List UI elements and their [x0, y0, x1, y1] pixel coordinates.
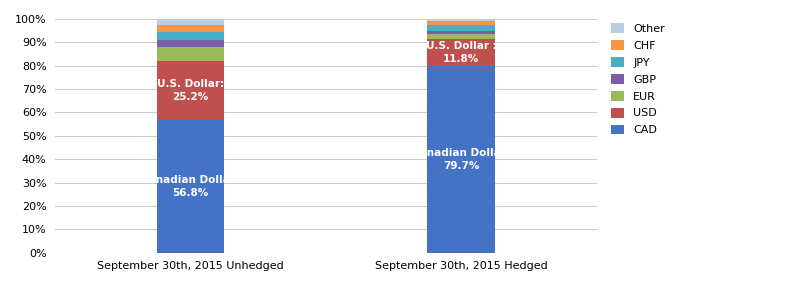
- Text: Canadian Dollar:
56.8%: Canadian Dollar: 56.8%: [142, 175, 239, 198]
- Bar: [427, 66, 495, 253]
- Bar: [157, 40, 224, 47]
- Bar: [157, 47, 224, 61]
- Bar: [427, 21, 495, 25]
- Text: U.S. Dollar :
11.8%: U.S. Dollar : 11.8%: [426, 41, 497, 64]
- Bar: [427, 19, 495, 21]
- Bar: [427, 31, 495, 34]
- Bar: [427, 25, 495, 31]
- Text: Canadian Dollar:
79.7%: Canadian Dollar: 79.7%: [412, 148, 510, 171]
- Bar: [427, 39, 495, 66]
- Bar: [157, 25, 224, 32]
- Bar: [157, 19, 224, 25]
- Bar: [157, 61, 224, 120]
- Text: U.S. Dollar:
25.2%: U.S. Dollar: 25.2%: [157, 79, 224, 102]
- Legend: Other, CHF, JPY, GBP, EUR, USD, CAD: Other, CHF, JPY, GBP, EUR, USD, CAD: [607, 20, 668, 139]
- Bar: [427, 34, 495, 39]
- Bar: [157, 120, 224, 253]
- Bar: [157, 32, 224, 40]
